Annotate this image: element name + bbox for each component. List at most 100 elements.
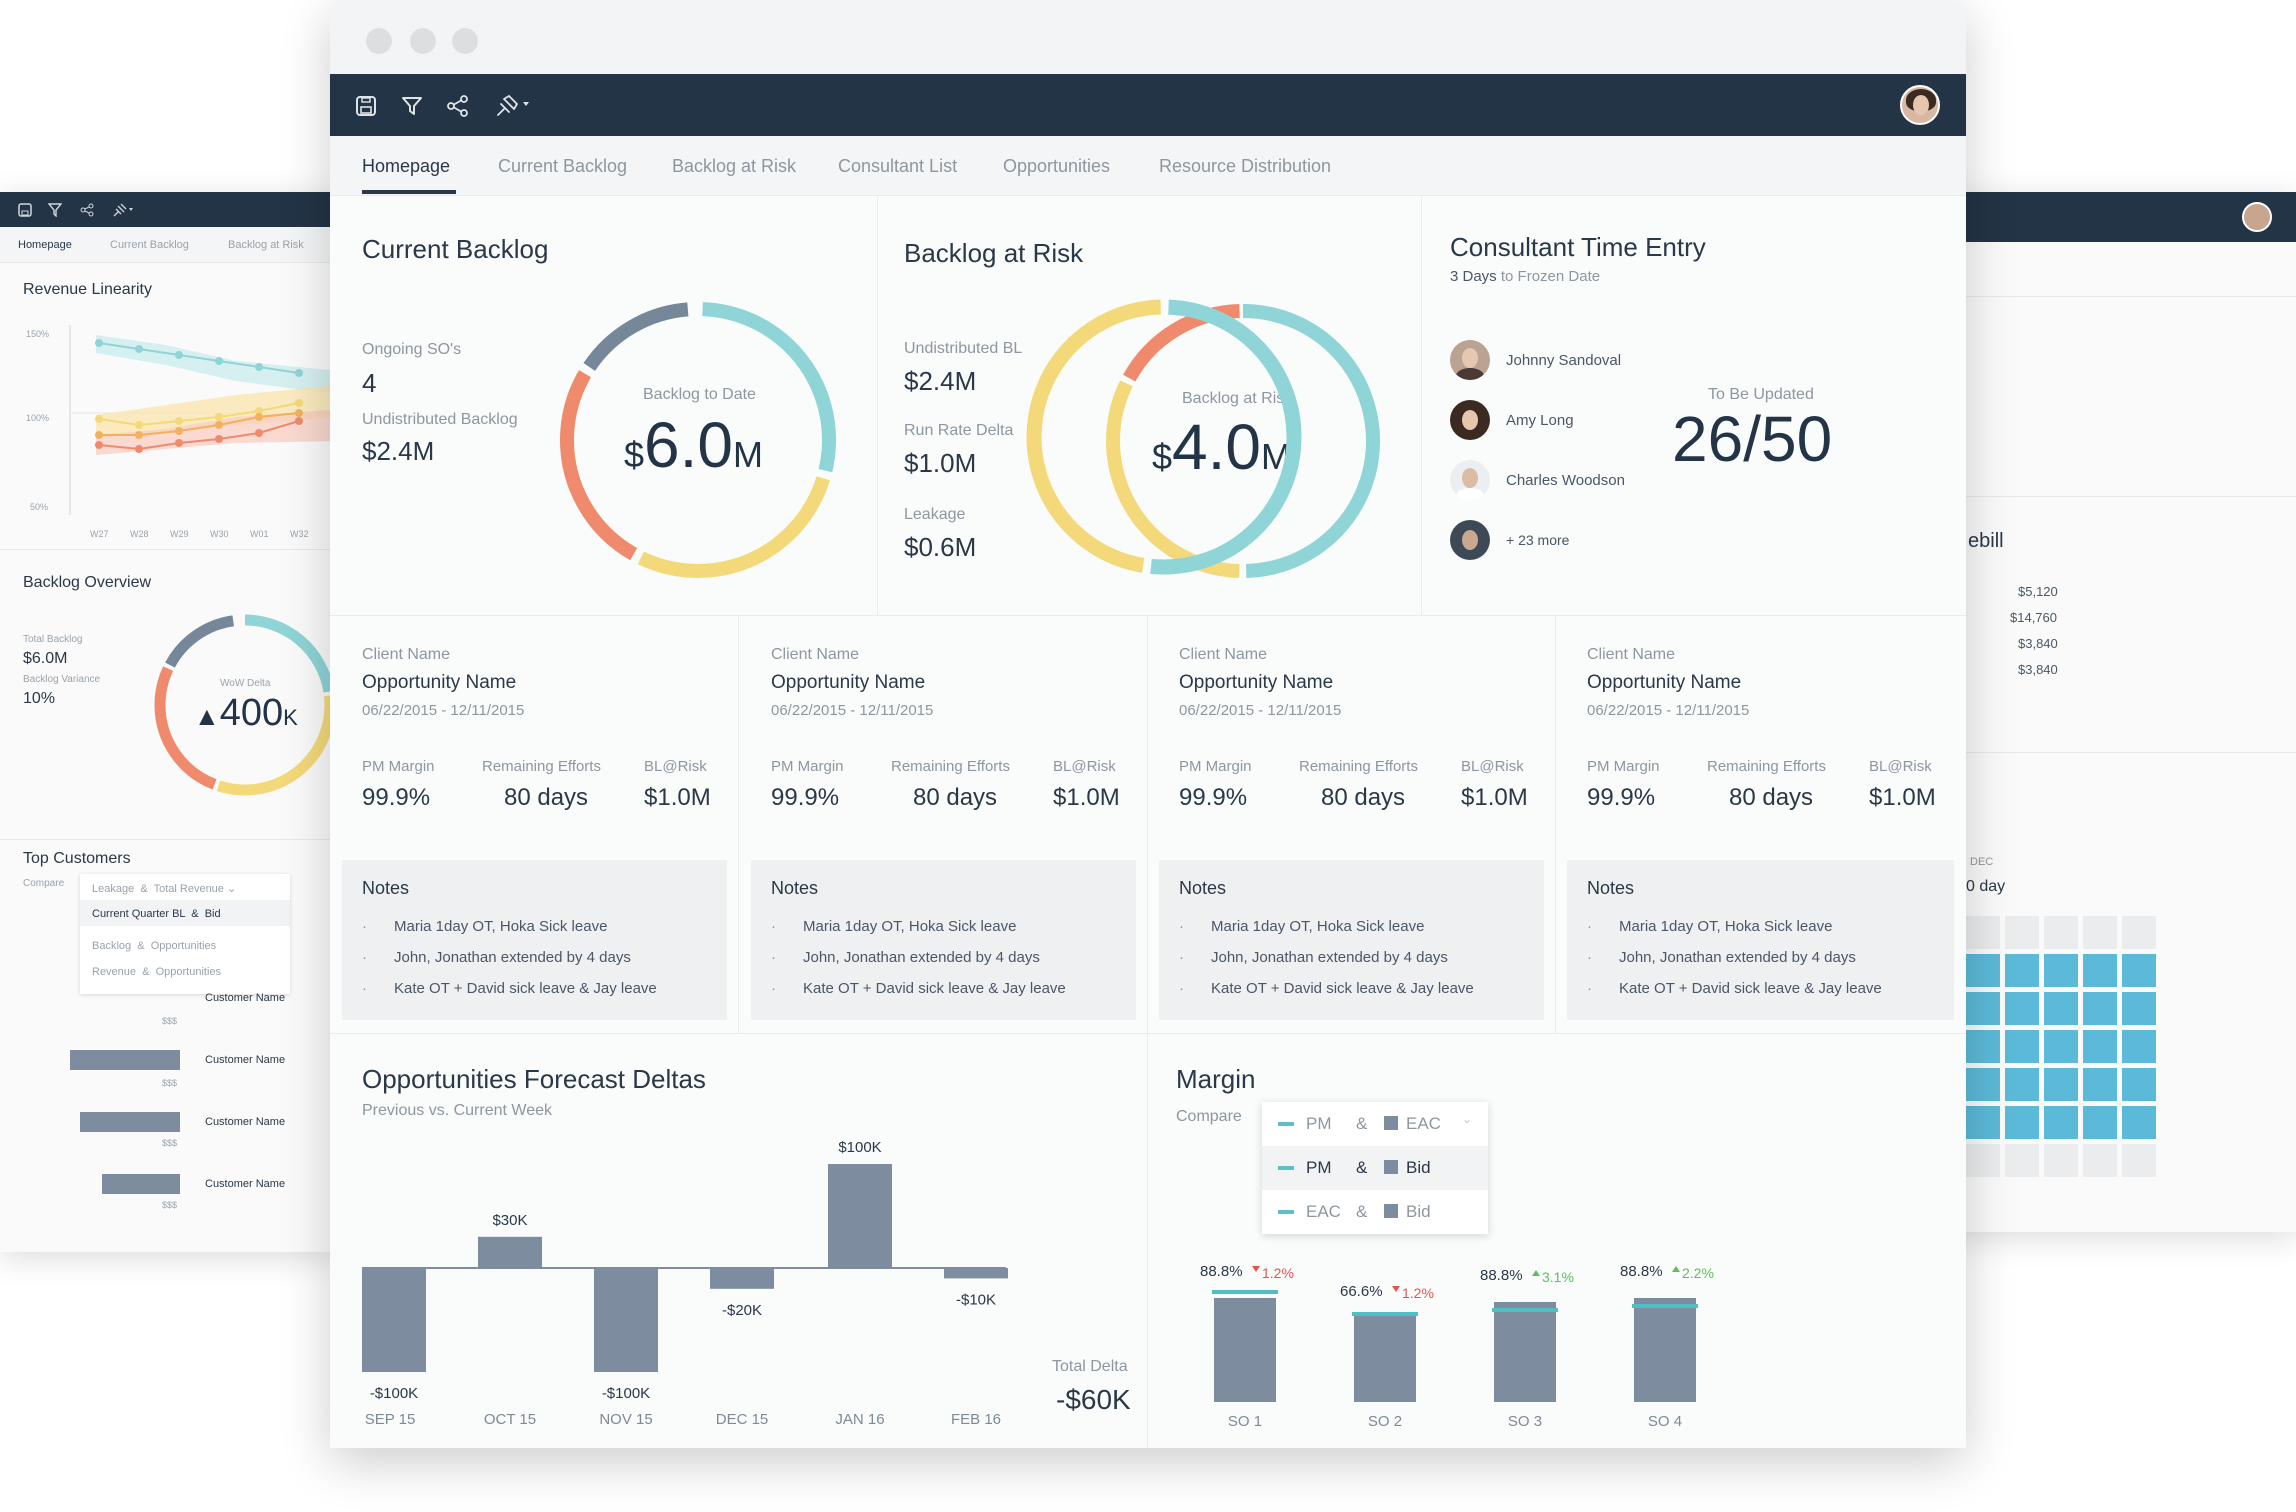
heatmap-cell[interactable] bbox=[1966, 992, 2000, 1025]
tab-resource-distribution[interactable]: Resource Distribution bbox=[1159, 156, 1332, 176]
customer-money: $$$ bbox=[162, 1200, 178, 1210]
heatmap-cell[interactable] bbox=[2083, 954, 2117, 987]
avatar[interactable] bbox=[2242, 202, 2272, 232]
wow-number: 400 bbox=[219, 692, 284, 734]
ampersand: & bbox=[1356, 1114, 1368, 1133]
month-label: DEC bbox=[1970, 856, 1994, 868]
date-range: 06/22/2015 - 12/11/2015 bbox=[771, 702, 934, 719]
opportunity-name[interactable]: Opportunity Name bbox=[1179, 672, 1334, 693]
heatmap-cell[interactable] bbox=[2122, 1068, 2156, 1101]
heatmap-cell[interactable] bbox=[1966, 1068, 2000, 1101]
heatmap-cell[interactable] bbox=[2005, 1068, 2039, 1101]
opportunity-name[interactable]: Opportunity Name bbox=[1587, 672, 1742, 693]
heatmap-cell[interactable] bbox=[2005, 992, 2039, 1025]
consultant-name[interactable]: Charles Woodson bbox=[1506, 472, 1625, 489]
heatmap-cell[interactable] bbox=[2083, 1106, 2117, 1139]
share-icon[interactable] bbox=[80, 203, 94, 217]
filter-icon[interactable] bbox=[401, 95, 423, 117]
remaining-efforts-label: Remaining Efforts bbox=[1299, 758, 1418, 775]
heatmap-cell[interactable] bbox=[2122, 954, 2156, 987]
consultant-name[interactable]: Amy Long bbox=[1506, 412, 1574, 429]
heatmap-cell[interactable] bbox=[1966, 954, 2000, 987]
tab-consultant-list[interactable]: Consultant List bbox=[838, 156, 958, 176]
compare-dropdown[interactable]: Leakage & Total Revenue ⌄ Current Quarte… bbox=[80, 874, 290, 994]
heatmap-cell[interactable] bbox=[2122, 992, 2156, 1025]
heatmap-cell[interactable] bbox=[2005, 1030, 2039, 1063]
pm-marker-line bbox=[1212, 1290, 1278, 1294]
heatmap-cell[interactable] bbox=[2083, 1144, 2117, 1177]
pin-icon[interactable] bbox=[495, 94, 531, 118]
heatmap-cell[interactable] bbox=[2044, 954, 2078, 987]
heatmap-cell[interactable] bbox=[2122, 1030, 2156, 1063]
dropdown-option[interactable]: EAC & Bid bbox=[1262, 1190, 1488, 1234]
avatar[interactable] bbox=[1450, 340, 1490, 380]
tab-current-backlog[interactable]: Current Backlog bbox=[498, 156, 628, 176]
heatmap-cell[interactable] bbox=[2083, 916, 2117, 949]
heatmap-cell[interactable] bbox=[2005, 954, 2039, 987]
avatar[interactable] bbox=[1450, 400, 1490, 440]
notes-box: Notes · Maria 1day OT, Hoka Sick leave · Joh… bbox=[342, 860, 727, 1020]
heatmap-cell[interactable] bbox=[2005, 1144, 2039, 1177]
compare-dropdown[interactable]: PM & EAC ⌄ PM & Bid EAC & Bid bbox=[1262, 1102, 1488, 1234]
heatmap-cell[interactable] bbox=[2044, 992, 2078, 1025]
opportunity-card[interactable]: Client Name Opportunity Name 06/22/2015 - … bbox=[739, 616, 1148, 1034]
save-icon[interactable] bbox=[18, 203, 32, 217]
more-consultants-link[interactable]: + 23 more bbox=[1506, 532, 1570, 548]
option[interactable]: Leakage & Total Revenue ⌄ bbox=[92, 883, 237, 895]
heatmap-cell[interactable] bbox=[2005, 916, 2039, 949]
heatmap-cell[interactable] bbox=[2044, 1068, 2078, 1101]
minimize-dot[interactable] bbox=[410, 28, 436, 54]
revenue-line-chart bbox=[69, 325, 340, 515]
option-selected[interactable]: Current Quarter BL & Bid bbox=[80, 900, 290, 926]
day-label: 0 day bbox=[1966, 878, 2006, 895]
share-icon[interactable] bbox=[446, 95, 470, 117]
heatmap-cell[interactable] bbox=[1966, 1106, 2000, 1139]
tab-current-backlog[interactable]: Current Backlog bbox=[110, 239, 189, 251]
tab-homepage[interactable]: Homepage bbox=[362, 156, 451, 176]
option-a: Revenue bbox=[92, 966, 137, 978]
close-dot[interactable] bbox=[366, 28, 392, 54]
avatar[interactable] bbox=[1450, 460, 1490, 500]
x-tick: W32 bbox=[290, 529, 309, 539]
tab-homepage[interactable]: Homepage bbox=[18, 239, 72, 251]
heatmap-cell[interactable] bbox=[2083, 1030, 2117, 1063]
avatar[interactable] bbox=[1450, 520, 1490, 560]
tab-opportunities[interactable]: Opportunities bbox=[1003, 156, 1111, 176]
opportunity-name[interactable]: Opportunity Name bbox=[771, 672, 926, 693]
margin-bar-chart: 88.8% 1.2% SO 1 66.6% 1.2% SO 2 88.8% 3.1% SO 3 8… bbox=[1200, 1263, 1714, 1430]
heatmap-cell[interactable] bbox=[1966, 1030, 2000, 1063]
opportunity-card[interactable]: Client Name Opportunity Name 06/22/2015 - … bbox=[1147, 616, 1556, 1034]
heatmap-cell[interactable] bbox=[2005, 1106, 2039, 1139]
bullet: · bbox=[771, 918, 776, 935]
remaining-efforts-value: 80 days bbox=[504, 784, 589, 811]
heatmap-cell[interactable] bbox=[2044, 916, 2078, 949]
opportunity-card[interactable]: Client Name Opportunity Name 06/22/2015 - … bbox=[330, 616, 739, 1034]
opportunity-name[interactable]: Opportunity Name bbox=[362, 672, 517, 693]
current-backlog-panel: Current Backlog Ongoing SO's 4 Undistrib… bbox=[330, 196, 878, 616]
pin-icon[interactable] bbox=[112, 203, 134, 217]
maximize-dot[interactable] bbox=[452, 28, 478, 54]
tab-backlog-at-risk[interactable]: Backlog at Risk bbox=[228, 239, 304, 251]
ring-done bbox=[1026, 299, 1302, 575]
heatmap-cell[interactable] bbox=[2122, 1106, 2156, 1139]
heatmap-cell[interactable] bbox=[1966, 916, 2000, 949]
filter-icon[interactable] bbox=[48, 203, 62, 217]
heatmap-cell[interactable] bbox=[2083, 992, 2117, 1025]
save-icon[interactable] bbox=[355, 95, 377, 117]
heatmap-cell[interactable] bbox=[2044, 1030, 2078, 1063]
heatmap-cell[interactable] bbox=[2044, 1106, 2078, 1139]
option[interactable]: Backlog & Opportunities bbox=[92, 940, 217, 952]
user-avatar[interactable] bbox=[1900, 85, 1940, 125]
heatmap-cell[interactable] bbox=[2122, 916, 2156, 949]
heatmap-cell[interactable] bbox=[2122, 1144, 2156, 1177]
consultant-name[interactable]: Johnny Sandoval bbox=[1506, 352, 1622, 369]
chevron-down-icon[interactable]: ⌄ bbox=[1462, 1112, 1473, 1126]
dropdown-option[interactable]: PM & EAC ⌄ bbox=[1262, 1102, 1488, 1146]
dropdown-option-selected[interactable]: PM & Bid bbox=[1262, 1146, 1488, 1190]
heatmap-cell[interactable] bbox=[2044, 1144, 2078, 1177]
opportunity-card[interactable]: Client Name Opportunity Name 06/22/2015 - … bbox=[1555, 616, 1966, 1034]
tab-backlog-at-risk[interactable]: Backlog at Risk bbox=[672, 156, 797, 176]
option[interactable]: Revenue & Opportunities bbox=[92, 966, 222, 978]
heatmap-cell[interactable] bbox=[1966, 1144, 2000, 1177]
heatmap-cell[interactable] bbox=[2083, 1068, 2117, 1101]
